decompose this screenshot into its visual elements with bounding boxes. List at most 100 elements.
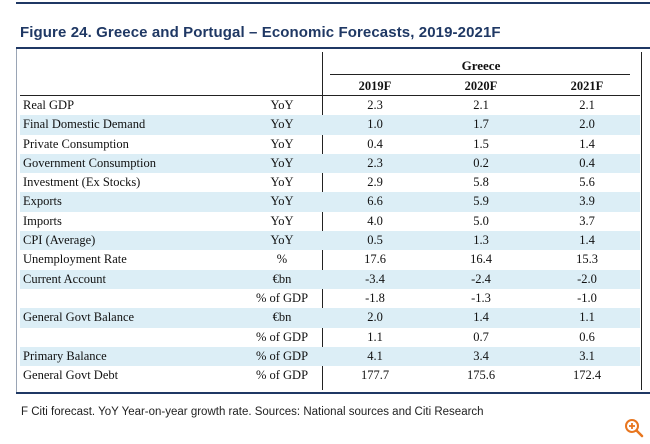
cell-2020f: 1.4 xyxy=(473,310,489,325)
table-row: General Govt Balance €bn 2.0 1.4 1.1 xyxy=(20,308,640,328)
cell-2021f: 1.4 xyxy=(579,233,595,248)
cell-2019f: 4.1 xyxy=(367,348,383,363)
row-label: Exports xyxy=(23,194,62,209)
table-body: Real GDP YoY 2.3 2.1 2.1 Final Domestic Deman… xyxy=(20,96,640,385)
row-label: General Govt Debt xyxy=(23,368,119,383)
cell-2019f: 2.3 xyxy=(367,155,383,170)
cell-2019f: -1.8 xyxy=(365,290,385,305)
row-unit: YoY xyxy=(270,213,294,228)
top-rule xyxy=(16,2,650,4)
cell-2020f: 1.7 xyxy=(473,117,489,132)
cell-2020f: 5.8 xyxy=(473,175,489,190)
table-row: Private Consumption YoY 0.4 1.5 1.4 xyxy=(20,135,640,154)
row-unit: YoY xyxy=(270,155,294,170)
cell-2020f: 1.5 xyxy=(473,136,489,151)
row-unit: YoY xyxy=(270,175,294,190)
row-unit: €bn xyxy=(272,310,292,325)
table-row: Primary Balance % of GDP 4.1 3.4 3.1 xyxy=(20,346,640,367)
cell-2020f: 5.9 xyxy=(473,194,489,209)
cell-2019f: 0.5 xyxy=(367,233,383,248)
row-unit: YoY xyxy=(270,136,294,151)
table-row: Unemployment Rate% 17.6 16.4 15.3 xyxy=(20,250,640,269)
row-unit: % xyxy=(276,252,288,267)
table-row: % of GDP -1.8 -1.3 -1.0 xyxy=(20,289,640,308)
zoom-in-icon[interactable] xyxy=(624,418,644,438)
column-header-2019f: 2019F xyxy=(358,79,392,93)
cell-2021f: 2.0 xyxy=(579,117,595,132)
column-header-2020f: 2020F xyxy=(464,79,498,93)
row-unit: % of GDP xyxy=(255,368,309,383)
cell-2020f: 5.0 xyxy=(473,213,489,228)
cell-2020f: -1.3 xyxy=(471,290,491,305)
cell-2019f: 1.1 xyxy=(367,329,383,344)
row-label: General Govt Balance xyxy=(23,310,135,325)
table-row: Current Account €bn -3.4 -2.4 -2.0 xyxy=(20,269,640,289)
cell-2019f: 17.6 xyxy=(364,252,386,267)
cell-2019f: 2.9 xyxy=(367,175,383,190)
cell-2020f: 175.6 xyxy=(466,368,496,383)
header-rule xyxy=(20,95,640,96)
cell-2021f: 15.3 xyxy=(576,252,598,267)
row-unit: % of GDP xyxy=(255,290,309,305)
row-unit: YoY xyxy=(270,233,294,248)
table-row: Government Consumption YoY 2.3 0.2 0.4 xyxy=(20,153,640,174)
cell-2021f: 3.1 xyxy=(579,348,595,363)
row-label: Investment (Ex Stocks) xyxy=(23,175,141,190)
cell-2020f: 0.2 xyxy=(473,155,489,170)
cell-2021f: 1.1 xyxy=(579,310,595,325)
greece-column-box xyxy=(322,52,642,390)
row-label: CPI (Average) xyxy=(23,233,96,248)
cell-2021f: -1.0 xyxy=(577,290,597,305)
row-label: Primary Balance xyxy=(23,348,107,363)
table-row: % of GDP 1.1 0.7 0.6 xyxy=(20,328,640,347)
cell-2019f: 177.7 xyxy=(360,368,390,383)
row-unit: YoY xyxy=(270,194,294,209)
group-header-greece: Greece xyxy=(461,58,501,73)
cell-2021f: 5.6 xyxy=(579,175,595,190)
cell-2020f: 2.1 xyxy=(473,98,489,112)
row-unit: €bn xyxy=(272,271,292,286)
figure-title: Figure 24. Greece and Portugal – Economi… xyxy=(20,24,501,41)
row-label: Final Domestic Demand xyxy=(23,117,146,132)
cell-2021f: 3.9 xyxy=(579,194,595,209)
table-row: General Govt Debt % of GDP 177.7 175.6 172.4 xyxy=(20,366,640,385)
table-row: CPI (Average) YoY 0.5 1.3 1.4 xyxy=(20,231,640,251)
row-label: Imports xyxy=(23,213,62,228)
cell-2021f: 1.4 xyxy=(579,136,595,151)
cell-2021f: -2.0 xyxy=(577,271,597,286)
row-label: Unemployment Rate xyxy=(23,252,127,267)
cell-2021f: 2.1 xyxy=(579,98,595,112)
cell-2020f: 1.3 xyxy=(473,233,489,248)
row-label: Private Consumption xyxy=(23,136,129,151)
cell-2019f: 6.6 xyxy=(367,194,383,209)
row-label: Real GDP xyxy=(23,98,75,112)
bottom-rule xyxy=(16,392,650,394)
table-row: Final Domestic Demand YoY 1.0 1.7 2.0 xyxy=(20,115,640,135)
cell-2020f: -2.4 xyxy=(471,271,491,286)
table-row: Real GDP YoY 2.3 2.1 2.1 xyxy=(20,96,640,115)
row-label: Current Account xyxy=(23,271,106,286)
group-header-rule xyxy=(330,74,630,75)
cell-2020f: 16.4 xyxy=(470,252,492,267)
table-row: Investment (Ex Stocks) YoY 2.9 5.8 5.6 xyxy=(20,173,640,192)
footnote: F Citi forecast. YoY Year-on-year growth… xyxy=(21,406,484,418)
column-header-2021f: 2021F xyxy=(570,79,604,93)
cell-2021f: 172.4 xyxy=(572,368,602,383)
row-unit: % of GDP xyxy=(255,348,309,363)
cell-2019f: 0.4 xyxy=(367,136,383,151)
cell-2019f: -3.4 xyxy=(365,271,385,286)
cell-2021f: 3.7 xyxy=(579,213,595,228)
table-row: Imports YoY 4.0 5.0 3.7 xyxy=(20,212,640,231)
row-unit: % of GDP xyxy=(255,329,309,344)
row-unit: YoY xyxy=(270,98,294,112)
title-rule xyxy=(16,47,650,49)
cell-2019f: 1.0 xyxy=(367,117,383,132)
cell-2020f: 0.7 xyxy=(473,329,489,344)
table-row: Exports YoY 6.6 5.9 3.9 xyxy=(20,192,640,212)
row-label: Government Consumption xyxy=(23,155,156,170)
cell-2019f: 4.0 xyxy=(367,213,383,228)
table-frame xyxy=(16,49,650,394)
cell-2019f: 2.0 xyxy=(367,310,383,325)
cell-2021f: 0.6 xyxy=(579,329,595,344)
cell-2019f: 2.3 xyxy=(367,98,383,112)
